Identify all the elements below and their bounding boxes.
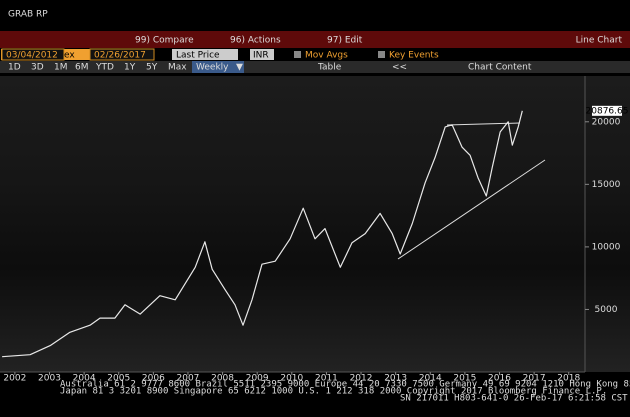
range-button[interactable]: 6M [75, 63, 89, 73]
plot-area [0, 76, 630, 372]
table-button[interactable]: Table [317, 63, 342, 73]
range-button[interactable]: 1D [8, 63, 21, 73]
x-tick-label: 2002 [3, 374, 26, 384]
x-tick-label: 2010 [280, 374, 303, 384]
currency-box[interactable] [250, 49, 274, 60]
menu-bar [0, 31, 630, 48]
x-tick-label: 2003 [38, 374, 61, 384]
footer-line: Australia 61 2 9777 8600 Brazil 5511 239… [60, 380, 630, 390]
range-button[interactable]: 1Y [124, 63, 136, 73]
option[interactable]: Mov Avgs [305, 51, 348, 61]
range-button[interactable]: YTD [95, 63, 114, 73]
last-price-label: 20876.65 [586, 106, 629, 116]
range-button[interactable]: 1M [54, 63, 68, 73]
start-date: 03/04/2012 [6, 51, 58, 61]
footer-line: SN 217011 H803-641-0 26-Feb-17 6:21:58 C… [400, 394, 630, 404]
x-tick-label: 2013 [384, 374, 407, 384]
x-tick-label: 2018 [557, 374, 580, 384]
price-line [2, 110, 523, 358]
y-tick-label: 5000 [595, 305, 618, 315]
field: Last Price [176, 51, 220, 61]
x-tick-label: 2004 [73, 374, 96, 384]
x-tick-label: 2005 [107, 374, 130, 384]
field-box[interactable] [172, 49, 238, 60]
x-tick-label: 2006 [142, 374, 165, 384]
menu-actions[interactable]: 96) Actions [230, 36, 281, 46]
y-tick-label: 15000 [592, 180, 621, 190]
checkbox[interactable] [378, 51, 385, 58]
start-date-box [1, 48, 65, 61]
trend-line [397, 159, 546, 260]
x-tick-label: 2011 [315, 374, 338, 384]
frequency-box[interactable] [192, 61, 244, 73]
checkbox[interactable] [294, 51, 301, 58]
dropdown-arrow: ▼ [236, 63, 243, 73]
window-title: GRAB RP [8, 10, 48, 20]
last-price-box [592, 105, 622, 116]
x-tick-label: 2015 [453, 374, 476, 384]
x-tick-label: 2012 [350, 374, 373, 384]
chart-content[interactable]: Chart Content [468, 63, 532, 73]
range-button[interactable]: 5Y [146, 63, 158, 73]
x-tick-label: 2007 [177, 374, 200, 384]
menu-edit[interactable]: 97) Edit [327, 36, 363, 46]
y-tick-label: 10000 [592, 242, 621, 252]
y-tick-label: 20000 [592, 117, 621, 127]
range-bar [0, 61, 630, 73]
collapse-button[interactable]: << [392, 63, 407, 73]
option[interactable]: Key Events [389, 51, 439, 61]
footer [0, 378, 630, 402]
end-date: 02/26/2017 [94, 51, 146, 61]
frequency: Weekly [196, 63, 229, 73]
view-name: Line Chart [576, 36, 623, 46]
x-tick-label: 2008 [211, 374, 234, 384]
end-date-box[interactable] [89, 48, 155, 61]
x-tick-label: 2014 [419, 374, 442, 384]
footer-line: Japan 81 3 3201 8900 Singapore 65 6212 1… [60, 387, 607, 397]
x-tick-label: 2017 [523, 374, 546, 384]
x-tick-label: 2016 [488, 374, 511, 384]
range-button[interactable]: Max [168, 63, 187, 73]
x-tick-label: 2009 [246, 374, 269, 384]
range-button[interactable]: 3D [31, 63, 44, 73]
currency: INR [253, 51, 269, 61]
resistance-line [446, 122, 521, 126]
menu-compare[interactable]: 99) Compare [135, 36, 194, 46]
